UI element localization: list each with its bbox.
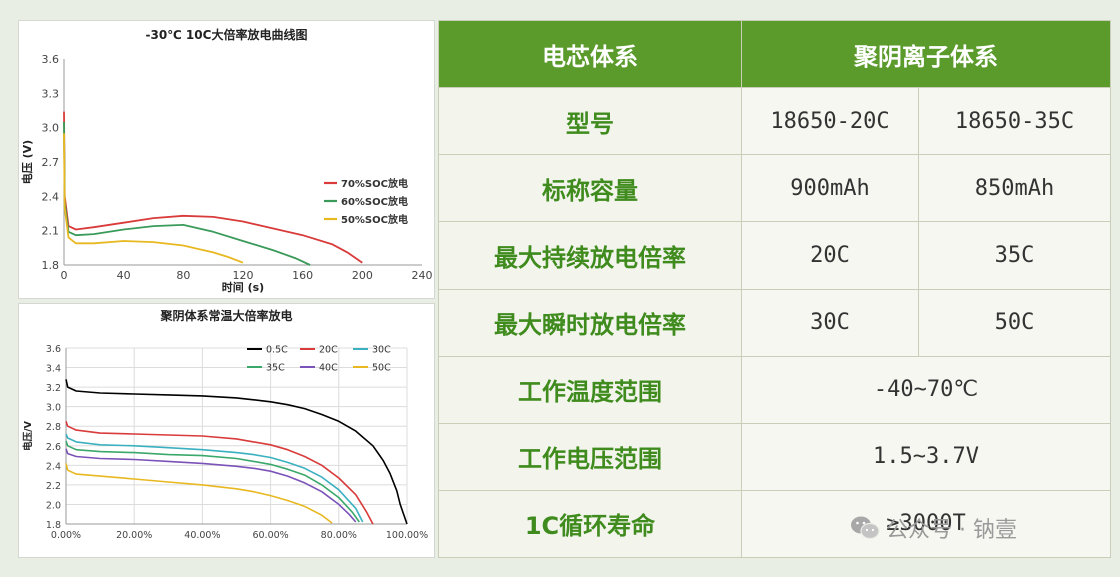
y-tick-label: 2.0 — [46, 500, 61, 511]
legend-label: 30C — [372, 345, 391, 356]
y-tick-label: 3.2 — [46, 383, 61, 394]
header-label: 电芯体系 — [438, 19, 742, 89]
row-label: 型号 — [438, 87, 742, 156]
legend-label: 0.5C — [266, 345, 288, 356]
x-tick-label: 80 — [176, 269, 190, 282]
x-tick-label: 60.00% — [252, 530, 288, 541]
x-tick-label: 40 — [117, 269, 131, 282]
table-row: 标称容量 900mAh 850mAh — [438, 154, 1111, 223]
row-value: -40~70℃ — [741, 355, 1111, 424]
x-tick-label: 120 — [233, 269, 254, 282]
x-tick-label: 200 — [352, 269, 373, 282]
x-tick-label: 160 — [292, 269, 313, 282]
table-row: 工作电压范围 1.5~3.7V — [438, 422, 1111, 491]
series-line — [65, 379, 408, 525]
y-tick-label: 2.6 — [46, 442, 61, 453]
x-tick-label: 40.00% — [184, 530, 220, 541]
row-label: 标称容量 — [438, 154, 742, 223]
row-label: 最大持续放电倍率 — [438, 221, 742, 290]
series-line — [65, 433, 364, 523]
y-tick-label: 3.6 — [46, 344, 61, 355]
series-line — [65, 421, 374, 525]
row-label: 最大瞬时放电倍率 — [438, 288, 742, 357]
series-line — [63, 133, 244, 264]
y-tick-label: 3.4 — [46, 364, 61, 375]
row-value: 850mAh — [918, 154, 1111, 223]
x-tick-label: 100.00% — [386, 530, 428, 541]
legend-label: 20C — [319, 345, 338, 356]
row-value: 20C — [741, 221, 919, 290]
y-tick-label: 3.3 — [42, 87, 60, 100]
row-value: 1.5~3.7V — [741, 422, 1111, 491]
y-tick-label: 2.7 — [42, 156, 60, 169]
x-axis-label: 时间 (s) — [222, 280, 264, 294]
legend-label: 60%SOC放电 — [341, 195, 408, 208]
row-value: 18650-20C — [741, 87, 919, 156]
x-tick-label: 80.00% — [321, 530, 357, 541]
chart-title: -30℃ 10C大倍率放电曲线图 — [145, 28, 308, 42]
y-axis-label: 电压 (V) — [20, 140, 34, 184]
table-row: 型号 18650-20C 18650-35C — [438, 87, 1111, 156]
chart-title: 聚阴体系常温大倍率放电 — [160, 309, 293, 323]
row-label: 工作温度范围 — [438, 355, 742, 424]
table-row: 最大瞬时放电倍率 30C 50C — [438, 288, 1111, 357]
series-line — [65, 440, 360, 523]
y-tick-label: 2.1 — [42, 225, 60, 238]
spec-table: 电芯体系 聚阴离子体系 型号 18650-20C 18650-35C 标称容量 … — [438, 19, 1111, 559]
x-tick-label: 240 — [412, 269, 433, 282]
series-line — [65, 463, 333, 524]
row-label: 工作电压范围 — [438, 422, 742, 491]
chart-low-temp-discharge: -30℃ 10C大倍率放电曲线图 1.8 2.1 2.4 2.7 3.0 3.3 3.6 0 4… — [18, 20, 435, 299]
chart-room-temp-discharge: 聚阴体系常温大倍率放电 1.8 2.0 2.2 2.4 2.6 2.8 3.0 3.2 3.4 3… — [18, 303, 435, 558]
y-tick-label: 3.6 — [42, 53, 60, 66]
chart-plot: 1.8 2.1 2.4 2.7 3.0 3.3 3.6 0 40 80 120 160 200 240 时间… — [20, 53, 433, 294]
wechat-icon — [851, 516, 880, 540]
header-value: 聚阴离子体系 — [741, 19, 1111, 89]
table-row: 最大持续放电倍率 20C 35C — [438, 221, 1111, 290]
table-row: 工作温度范围 -40~70℃ — [438, 355, 1111, 424]
y-tick-label: 1.8 — [46, 520, 61, 531]
watermark: 公众号 · 钠壹 — [850, 512, 1017, 544]
row-value: 35C — [918, 221, 1111, 290]
legend-label: 70%SOC放电 — [341, 177, 408, 190]
y-tick-label: 2.4 — [42, 190, 60, 203]
y-tick-label: 2.4 — [46, 461, 61, 472]
table-row: 1C循环寿命 ≥3000T — [438, 489, 1111, 559]
chart-plot: 1.8 2.0 2.2 2.4 2.6 2.8 3.0 3.2 3.4 3.6 0.00% 20.00… — [22, 344, 428, 541]
y-tick-label: 3.0 — [46, 403, 61, 414]
y-axis-label: 电压/V — [22, 420, 34, 450]
y-tick-label: 1.8 — [42, 259, 60, 272]
y-tick-label: 2.2 — [46, 481, 61, 492]
legend-label: 40C — [319, 363, 338, 374]
table-header-row: 电芯体系 聚阴离子体系 — [438, 19, 1111, 89]
row-value: 50C — [918, 288, 1111, 357]
legend-label: 50%SOC放电 — [341, 213, 408, 226]
x-tick-label: 0.00% — [51, 530, 81, 541]
row-value: ≥3000T — [741, 489, 1111, 559]
series-line — [63, 111, 363, 264]
row-value: 18650-35C — [918, 87, 1111, 156]
legend-label: 50C — [372, 363, 391, 374]
y-tick-label: 3.0 — [42, 122, 60, 135]
x-tick-label: 20.00% — [116, 530, 152, 541]
x-tick-label: 0 — [61, 269, 68, 282]
row-value: 30C — [741, 288, 919, 357]
watermark-text: 公众号 · 钠壹 — [886, 518, 1017, 543]
row-label: 1C循环寿命 — [438, 489, 742, 559]
y-tick-label: 2.8 — [46, 422, 61, 433]
series-line — [65, 448, 357, 523]
row-value: 900mAh — [741, 154, 919, 223]
legend-label: 35C — [266, 363, 285, 374]
